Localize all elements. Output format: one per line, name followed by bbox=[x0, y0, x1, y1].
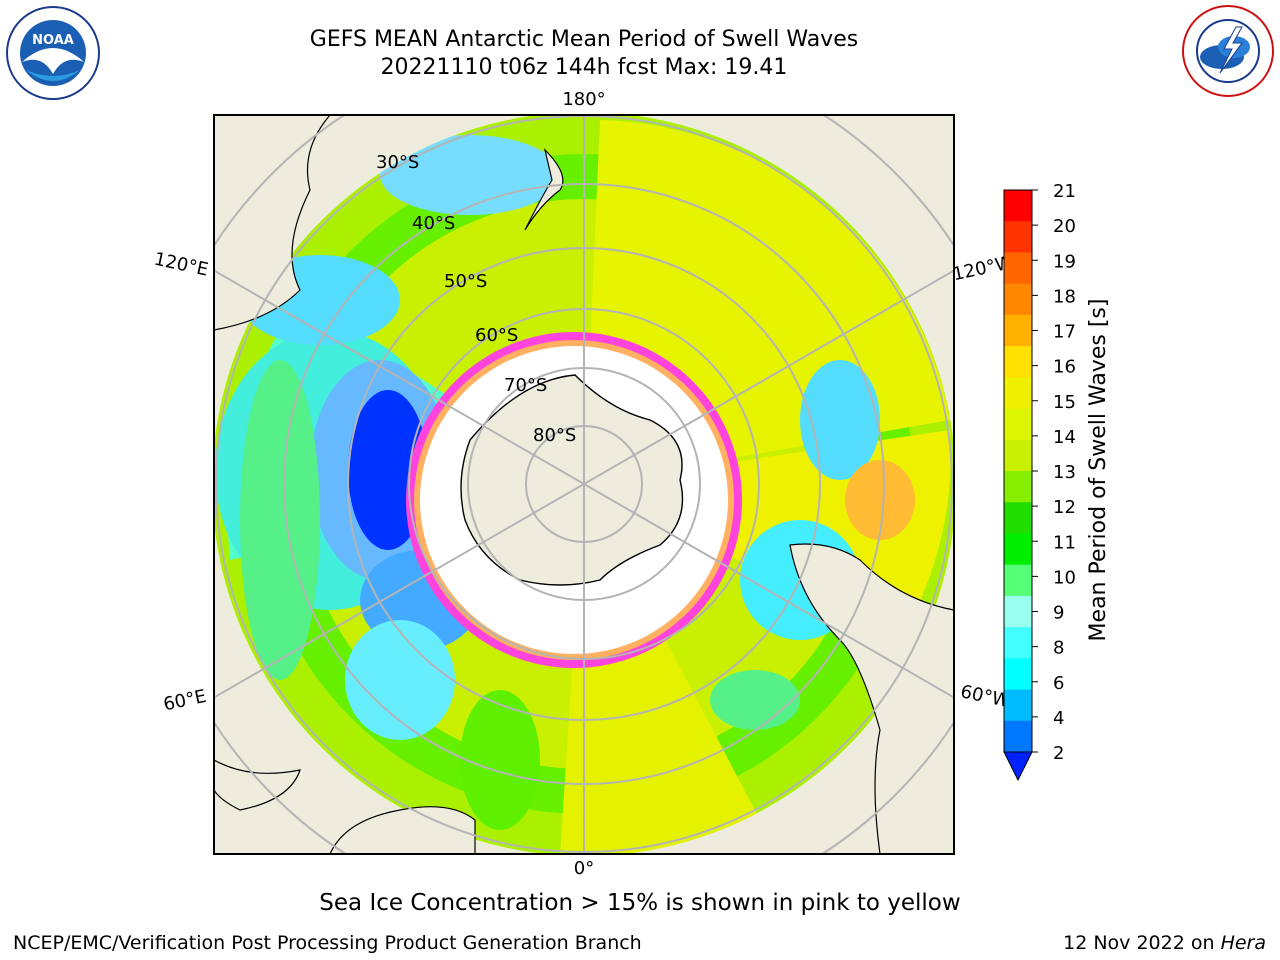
noaa-logo-text: NOAA bbox=[32, 33, 74, 48]
colorbar-tick-label: 8 bbox=[1053, 638, 1064, 659]
colorbar-segment bbox=[1004, 658, 1032, 691]
colorbar-extend-arrow bbox=[1003, 751, 1033, 782]
lon-label-60e: 60°E bbox=[162, 686, 209, 716]
africa-land bbox=[329, 806, 476, 854]
colorbar-segment bbox=[1004, 314, 1032, 347]
colorbar-tick-label: 14 bbox=[1053, 427, 1076, 448]
colorbar-segment bbox=[1004, 502, 1032, 534]
colorbar-tick-label: 16 bbox=[1053, 357, 1076, 378]
footer-date: 12 Nov 2022 on Hera bbox=[1063, 932, 1266, 954]
colorbar-tick-label: 6 bbox=[1053, 673, 1064, 694]
colorbar-segment bbox=[1004, 190, 1032, 222]
colorbar: 21 20 19 18 17 16 15 14 13 12 11 10 9 8 6 4 2 bbox=[1003, 181, 1076, 782]
footer-host: Hera bbox=[1220, 932, 1266, 954]
map-frame bbox=[213, 114, 955, 855]
lon-label-0: 0° bbox=[574, 858, 594, 879]
colorbar-tick-label: 12 bbox=[1053, 497, 1076, 518]
colorbar-segment bbox=[1004, 627, 1032, 659]
colorbar-tick-label: 10 bbox=[1053, 567, 1076, 588]
colorbar-segment bbox=[1004, 346, 1032, 378]
colorbar-tick-label: 18 bbox=[1053, 286, 1076, 307]
chart-title: GEFS MEAN Antarctic Mean Period of Swell… bbox=[309, 27, 859, 52]
colorbar-segment bbox=[1004, 439, 1032, 472]
colorbar-tick-label: 13 bbox=[1053, 462, 1076, 483]
colorbar-tick-label: 9 bbox=[1053, 603, 1064, 624]
antarctica-land bbox=[460, 374, 684, 586]
lat-label-50s: 50°S bbox=[444, 271, 487, 292]
new-zealand-land bbox=[524, 148, 564, 231]
colorbar-segment bbox=[1004, 283, 1032, 316]
lon-label-180: 180° bbox=[562, 89, 605, 110]
caption: Sea Ice Concentration > 15% is shown in … bbox=[319, 890, 961, 916]
colorbar-label: Mean Period of Swell Waves [s] bbox=[1086, 299, 1111, 642]
colorbar-tick-label: 4 bbox=[1053, 708, 1064, 729]
colorbar-segment bbox=[1004, 595, 1032, 628]
colorbar-segment bbox=[1004, 221, 1032, 253]
colorbar-tick-label: 15 bbox=[1053, 392, 1076, 413]
colorbar-segment bbox=[1004, 408, 1032, 441]
colorbar-segment bbox=[1004, 689, 1032, 722]
colorbar-segment bbox=[1004, 564, 1032, 597]
lat-label-80s: 80°S bbox=[533, 425, 576, 446]
colorbar-segment bbox=[1004, 471, 1032, 503]
lat-label-40s: 40°S bbox=[412, 213, 455, 234]
colorbar-tick-label: 2 bbox=[1053, 743, 1064, 764]
colorbar-tick-label: 20 bbox=[1053, 216, 1076, 237]
noaa-logo-icon: NOAA bbox=[6, 6, 100, 100]
colorbar-segment bbox=[1004, 377, 1032, 410]
chart-subtitle: 20221110 t06z 144h fcst Max: 19.41 bbox=[380, 55, 788, 80]
lon-label-120e: 120°E bbox=[152, 249, 210, 281]
colorbar-tick-label: 11 bbox=[1053, 532, 1076, 553]
colorbar-tick-label: 21 bbox=[1053, 181, 1076, 202]
colorbar-tick-label: 19 bbox=[1053, 251, 1076, 272]
australia-land bbox=[214, 115, 331, 331]
colorbar-segment bbox=[1004, 252, 1032, 285]
lat-label-70s: 70°S bbox=[504, 375, 547, 396]
colorbar-tick-label: 17 bbox=[1053, 322, 1076, 343]
footer-credit: NCEP/EMC/Verification Post Processing Pr… bbox=[13, 932, 642, 954]
lat-label-30s: 30°S bbox=[376, 152, 419, 173]
colorbar-segment bbox=[1004, 720, 1032, 753]
nws-logo-icon bbox=[1182, 5, 1274, 97]
footer-date-text: 12 Nov 2022 on bbox=[1063, 932, 1221, 954]
graticule bbox=[214, 115, 954, 854]
colorbar-segment bbox=[1004, 533, 1032, 566]
lat-label-60s: 60°S bbox=[475, 325, 518, 346]
